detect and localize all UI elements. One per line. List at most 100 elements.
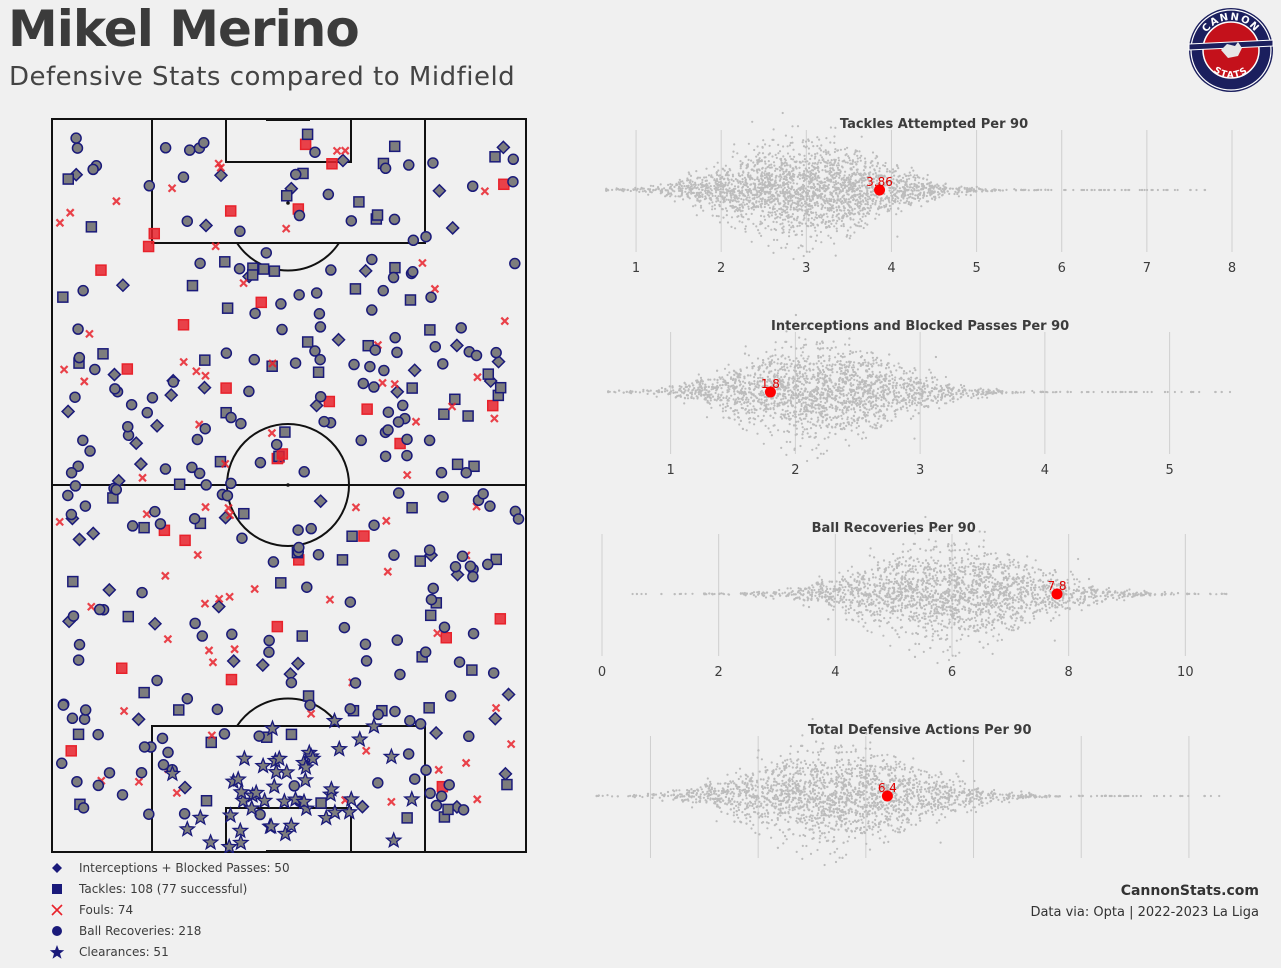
- ball-recovery-marker: [420, 764, 432, 776]
- swarm-dot: [735, 208, 738, 211]
- ball-recovery-marker: [289, 168, 302, 181]
- swarm-dot: [803, 158, 806, 161]
- ball-recovery-marker: [78, 713, 91, 725]
- swarm-dot: [705, 179, 708, 182]
- ball-recovery-marker: [360, 655, 373, 667]
- swarm-dot: [891, 171, 894, 174]
- swarm-dot: [816, 416, 820, 419]
- swarm-dot: [878, 213, 881, 216]
- swarm-dot: [861, 437, 864, 440]
- swarm-dot: [743, 203, 746, 206]
- foul-marker: [332, 146, 342, 156]
- swarm-dot: [981, 188, 984, 191]
- swarm-dot: [934, 397, 937, 400]
- swarm-dot: [790, 170, 793, 173]
- swarm-dot: [787, 180, 790, 183]
- swarm-dot: [811, 198, 814, 201]
- swarm-dot: [879, 206, 882, 209]
- swarm-dot: [832, 219, 835, 222]
- ball-recovery-marker: [349, 677, 362, 689]
- swarm-dot: [886, 184, 889, 187]
- swarm-dot: [771, 211, 774, 214]
- swarm-dot: [890, 175, 893, 178]
- tick-label: 4: [1041, 463, 1049, 478]
- swarm-dot: [751, 367, 754, 370]
- swarm-dot: [730, 183, 733, 186]
- swarm-dot: [722, 403, 725, 406]
- swarm-dot: [800, 402, 803, 406]
- tackle-marker: [238, 507, 250, 520]
- ball-recovery-marker: [425, 291, 437, 303]
- swarm-dot: [856, 154, 859, 157]
- swarm-dot: [790, 221, 793, 224]
- swarm-dot: [869, 206, 872, 209]
- swarm-dot: [859, 186, 862, 189]
- swarm-dot: [871, 365, 874, 368]
- swarm-dot: [993, 189, 997, 192]
- swarm-dot: [844, 170, 847, 173]
- swarm-dot: [799, 188, 802, 192]
- swarm-dot: [781, 211, 784, 214]
- tackle-marker: [312, 366, 325, 378]
- swarm-dot: [752, 205, 755, 209]
- swarm-dot: [786, 413, 790, 416]
- swarm-dot: [605, 189, 608, 192]
- swarm-dot: [838, 392, 841, 395]
- swarm-dot: [705, 185, 708, 189]
- swarm-dot: [706, 193, 709, 196]
- swarm-dot: [903, 188, 906, 191]
- swarm-dot: [955, 391, 958, 394]
- swarm-dot: [795, 193, 798, 196]
- swarm-dot: [724, 207, 727, 210]
- swarm-dot: [941, 190, 944, 193]
- swarm-dot: [849, 226, 852, 229]
- swarm-dot: [827, 183, 830, 186]
- swarm-dot: [808, 250, 811, 253]
- swarm-dot: [708, 202, 711, 205]
- swarm-dot: [833, 199, 836, 202]
- swarm-dot: [724, 181, 727, 184]
- swarm-dot: [757, 183, 760, 186]
- swarm-dot: [903, 195, 906, 198]
- ball-recovery-marker: [338, 621, 351, 634]
- foul-marker: [225, 510, 235, 520]
- swarm-dot: [828, 153, 831, 156]
- foul-marker: [179, 357, 188, 367]
- tackle-marker: [257, 263, 270, 275]
- ball-recovery-marker: [304, 699, 316, 711]
- foul-marker: [500, 316, 510, 326]
- swarm-dot: [767, 178, 770, 181]
- swarm-dot: [877, 177, 880, 180]
- swarm-dot: [746, 185, 749, 189]
- swarm-dot: [840, 177, 843, 180]
- swarm-dot: [797, 204, 800, 207]
- swarm-dot: [814, 177, 817, 180]
- swarm-dot: [951, 393, 954, 396]
- swarm-dot: [790, 203, 793, 206]
- swarm-dot: [808, 182, 811, 185]
- swarm-dot: [900, 190, 903, 193]
- swarm-dot: [837, 401, 840, 404]
- swarm-dot: [840, 367, 843, 370]
- swarm-dot: [692, 183, 695, 186]
- foul-marker: [216, 163, 226, 172]
- ball-recovery-marker: [193, 467, 206, 480]
- ball-recovery-marker: [435, 466, 448, 479]
- swarm-dot: [780, 246, 783, 249]
- swarm-dot: [803, 170, 806, 173]
- swarm-dot: [773, 182, 776, 185]
- swarm-dot: [925, 376, 928, 379]
- ball-recovery-marker: [482, 558, 494, 571]
- swarm-dot: [726, 402, 729, 405]
- swarm-dot: [751, 120, 754, 123]
- swarm-dot: [782, 184, 785, 187]
- swarm-dot: [696, 194, 699, 197]
- swarm-dot: [846, 185, 849, 188]
- swarm-dot: [793, 155, 796, 158]
- swarm-dot: [774, 191, 778, 194]
- clearance-marker: [235, 749, 254, 767]
- swarm-dot: [1031, 389, 1034, 393]
- swarm-dot: [905, 188, 908, 191]
- ball-recovery-marker: [460, 466, 472, 479]
- swarm-dot: [790, 187, 793, 191]
